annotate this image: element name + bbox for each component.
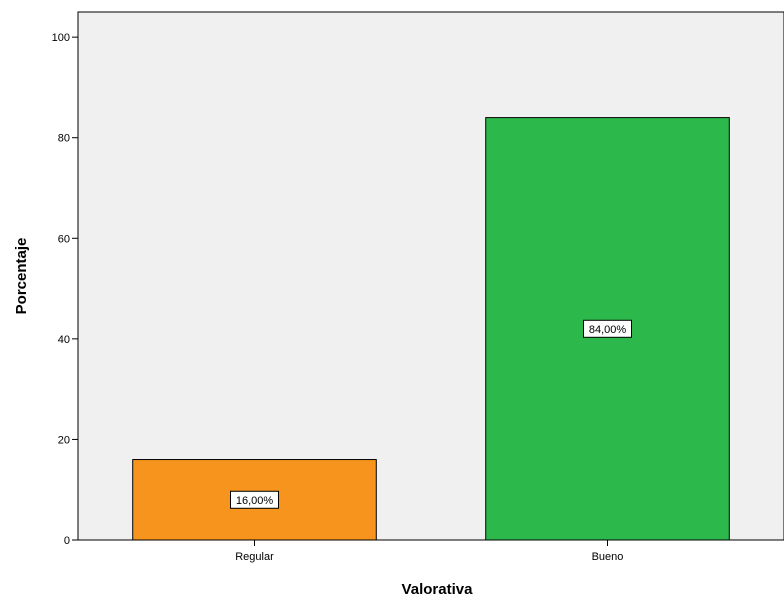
data-label-box xyxy=(230,490,279,509)
y-axis: 0 20 40 60 80 100 xyxy=(52,32,78,547)
bar-series: 16,00% 84,00% xyxy=(132,117,730,541)
y-tick-label: 40 xyxy=(58,334,70,346)
data-label: 16,00% xyxy=(236,495,274,507)
y-tick-label: 20 xyxy=(58,434,70,446)
x-tick-label: Bueno xyxy=(592,551,624,563)
x-axis-title: Valorativa xyxy=(402,581,474,598)
y-tick-label: 100 xyxy=(52,32,70,44)
data-label-box xyxy=(583,319,632,338)
data-label: 84,00% xyxy=(589,324,627,336)
y-tick-label: 60 xyxy=(58,233,70,245)
x-axis: Regular Bueno xyxy=(235,540,623,563)
y-axis-title: Porcentaje xyxy=(13,238,30,315)
y-tick-label: 0 xyxy=(64,535,70,547)
x-tick-label: Regular xyxy=(235,551,274,563)
y-tick-label: 80 xyxy=(58,133,70,145)
